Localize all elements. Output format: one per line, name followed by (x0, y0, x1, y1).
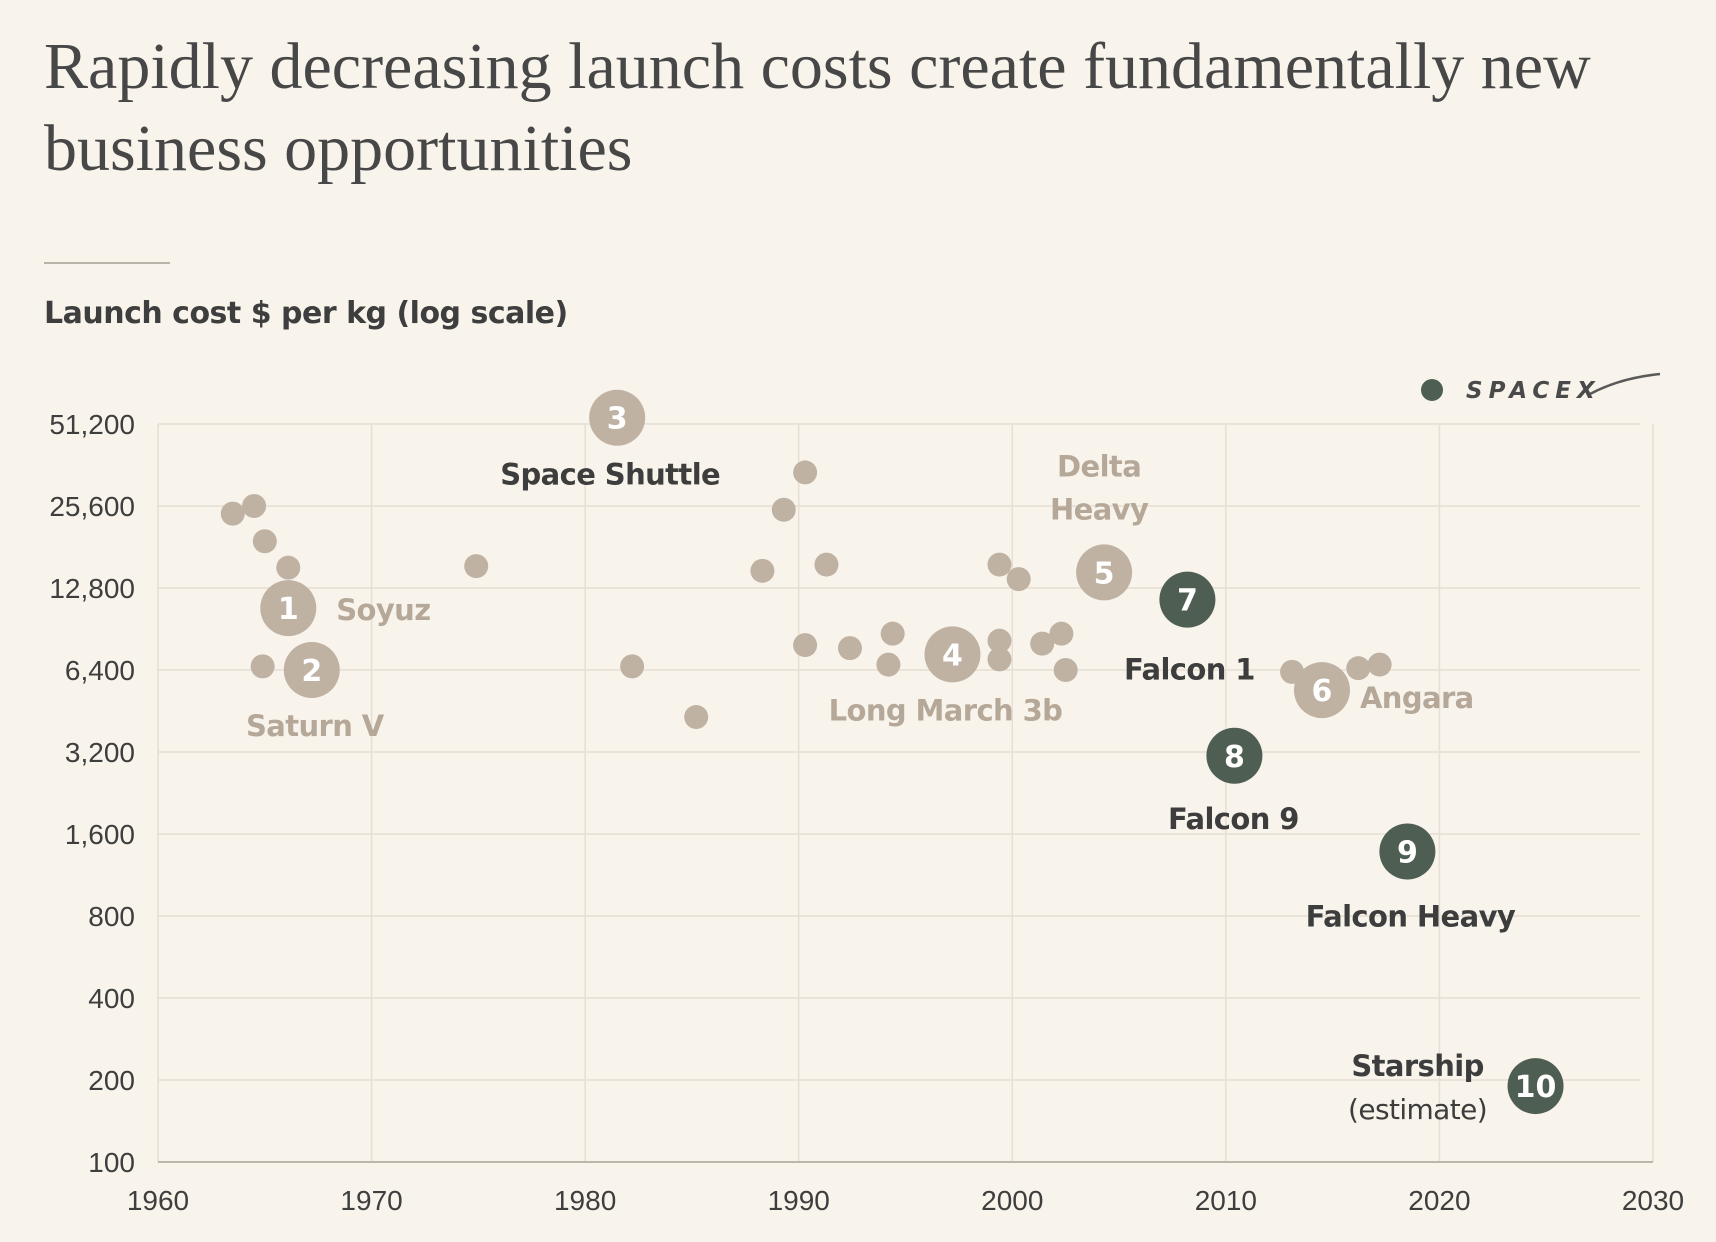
y-tick-label: 100 (88, 1147, 135, 1178)
vehicle-10-note: (estimate) (1348, 1093, 1487, 1126)
spacex-swoosh-icon (1589, 372, 1661, 396)
vehicle-8-number: 8 (1224, 740, 1245, 775)
data-point (1053, 658, 1078, 682)
data-point (880, 621, 905, 646)
vehicle-9-number: 9 (1397, 835, 1418, 870)
vehicle-8-label: Falcon 9 (1168, 802, 1299, 836)
vehicle-1-marker (260, 580, 317, 637)
data-point (987, 552, 1012, 577)
vehicle-6-number: 6 (1312, 674, 1333, 709)
y-axis-label: Launch cost $ per kg (log scale) (44, 296, 568, 331)
spacex-legend-marker (1421, 379, 1443, 401)
data-point (1346, 656, 1371, 681)
data-point (220, 501, 245, 526)
vehicle-6-marker (1293, 662, 1350, 719)
vehicle-5-label: Heavy (1050, 492, 1149, 526)
vehicle-9-marker (1379, 823, 1436, 880)
vehicle-8-marker (1206, 727, 1263, 784)
vehicle-10-marker (1507, 1058, 1564, 1115)
x-tick-label: 2010 (1195, 1185, 1257, 1216)
data-point (1367, 652, 1392, 677)
vehicle-1-label: Soyuz (336, 593, 430, 627)
y-tick-label: 1,600 (65, 819, 135, 850)
y-tick-label: 51,200 (49, 409, 135, 440)
x-tick-label: 1970 (340, 1185, 402, 1216)
vehicle-4-number: 4 (942, 638, 963, 673)
x-tick-label: 1990 (768, 1185, 830, 1216)
data-point (252, 529, 277, 554)
x-tick-label: 2030 (1622, 1185, 1684, 1216)
vehicle-7-number: 7 (1177, 584, 1198, 619)
vehicle-4-label: Long March 3b (829, 693, 1063, 727)
data-point (771, 497, 796, 522)
vehicle-6-label: Angara (1360, 681, 1474, 715)
data-point (1030, 631, 1055, 656)
y-tick-label: 200 (88, 1065, 135, 1096)
vehicle-5-marker (1076, 544, 1133, 601)
vehicle-10-number: 10 (1515, 1070, 1557, 1105)
data-point (276, 555, 301, 580)
data-point (750, 558, 775, 583)
vehicle-9-label: Falcon Heavy (1306, 899, 1516, 933)
vehicle-3-label: Space Shuttle (500, 458, 720, 492)
y-tick-label: 800 (88, 901, 135, 932)
data-point (1006, 567, 1031, 592)
x-tick-label: 1960 (127, 1185, 189, 1216)
y-tick-label: 400 (88, 983, 135, 1014)
data-point (987, 647, 1012, 672)
vehicle-2-number: 2 (301, 654, 322, 689)
vehicle-5-label: Delta (1057, 449, 1141, 483)
x-tick-label: 1980 (554, 1185, 616, 1216)
y-tick-label: 6,400 (65, 655, 135, 686)
vehicle-2-marker (283, 642, 340, 698)
data-point (464, 554, 489, 579)
title-divider (44, 262, 170, 264)
data-point (793, 460, 818, 485)
chart-title: Rapidly decreasing launch costs create f… (44, 30, 1591, 185)
data-point (250, 654, 275, 679)
y-tick-label: 12,800 (49, 573, 135, 604)
data-point (814, 552, 839, 577)
x-tick-label: 2020 (1408, 1185, 1470, 1216)
data-point (837, 636, 862, 661)
vehicle-3-number: 3 (607, 402, 628, 437)
vehicle-10-label: Starship (1351, 1049, 1483, 1083)
data-point (1049, 621, 1074, 646)
x-tick-label: 2000 (981, 1185, 1043, 1216)
vehicle-2-label: Saturn V (246, 709, 385, 743)
vehicle-1-number: 1 (278, 592, 299, 627)
data-point (793, 633, 818, 658)
y-tick-label: 3,200 (65, 737, 135, 768)
vehicle-3-marker (589, 389, 646, 446)
data-point (684, 705, 709, 730)
data-point (987, 628, 1012, 653)
y-tick-label: 25,600 (49, 491, 135, 522)
data-point (242, 494, 267, 518)
vehicle-7-label: Falcon 1 (1124, 653, 1255, 687)
data-point (876, 652, 901, 677)
vehicle-5-number: 5 (1094, 556, 1115, 591)
data-point (620, 654, 645, 679)
vehicle-4-marker (924, 626, 981, 683)
vehicle-7-marker (1159, 571, 1216, 628)
spacex-legend: SPACEX (1420, 370, 1670, 415)
spacex-legend-label: SPACEX (1466, 378, 1601, 404)
